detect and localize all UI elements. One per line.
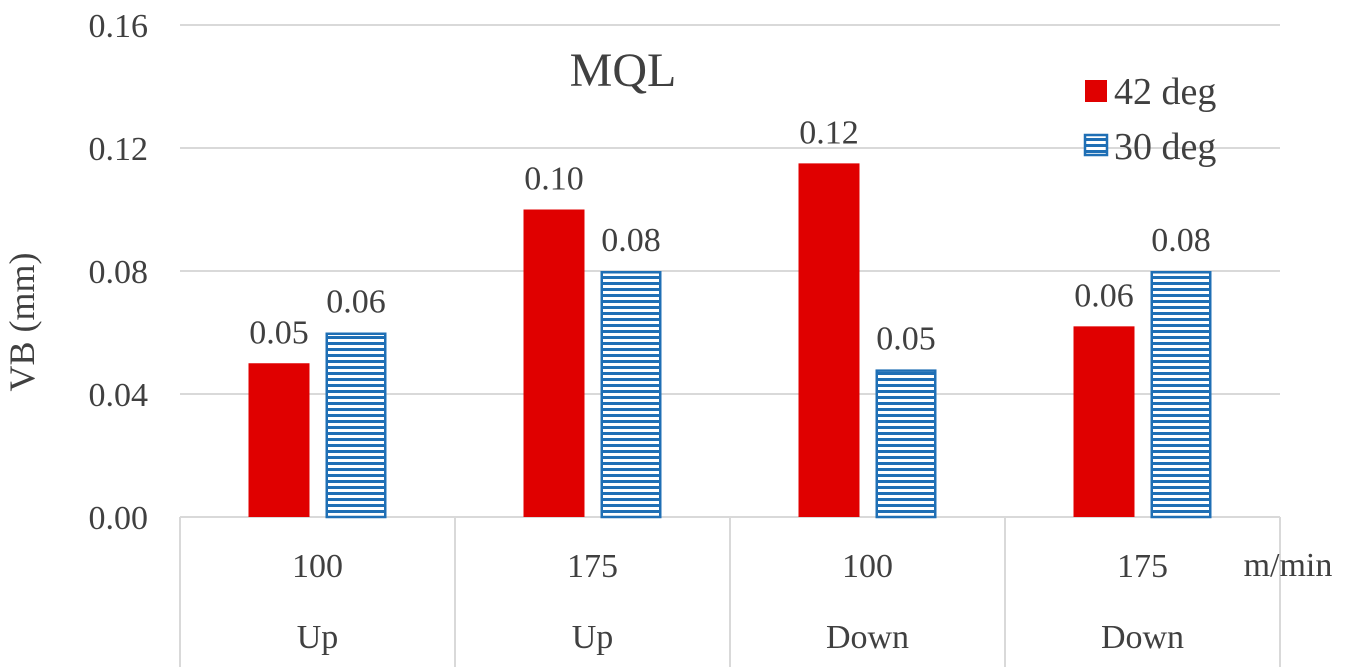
data-label: 0.05 (876, 320, 936, 357)
bars (248, 163, 1212, 519)
category-speed-label: 175 (1117, 548, 1168, 585)
bar-42-deg-0 (248, 363, 310, 517)
category-speed-label: 100 (842, 548, 893, 585)
chart-title: MQL (570, 44, 677, 97)
bar-30-deg-1 (600, 271, 662, 519)
y-tick-label: 0.16 (89, 8, 149, 45)
data-label: 0.06 (1074, 277, 1134, 314)
data-label: 0.08 (601, 222, 661, 259)
legend-label-30-deg: 30 deg (1114, 126, 1216, 168)
data-labels: 0.05 0.10 0.12 0.06 0.06 0.08 0.05 0.08 (249, 114, 1211, 357)
category-direction-label: Down (1101, 619, 1184, 656)
legend-swatch-42-deg (1085, 80, 1107, 102)
category-speed-label: 175 (567, 548, 618, 585)
data-label: 0.08 (1151, 222, 1211, 259)
bar-30-deg-2 (875, 369, 937, 519)
category-direction-label: Up (297, 619, 339, 656)
y-tick-label: 0.00 (89, 500, 149, 537)
y-axis-label: VB (mm) (2, 253, 42, 392)
legend: 42 deg 30 deg (1083, 71, 1216, 168)
category-direction-label: Up (572, 619, 614, 656)
y-axis-ticks: 0.00 0.04 0.08 0.12 0.16 (89, 8, 149, 537)
legend-swatch-30-deg (1083, 133, 1109, 157)
data-label: 0.12 (799, 114, 859, 151)
y-tick-label: 0.04 (89, 377, 149, 414)
bar-42-deg-2 (798, 163, 860, 517)
bar-42-deg-3 (1073, 326, 1135, 517)
legend-label-42-deg: 42 deg (1114, 71, 1216, 113)
bar-30-deg-3 (1150, 271, 1212, 519)
data-label: 0.05 (249, 314, 309, 351)
data-label: 0.06 (326, 284, 386, 321)
x-unit-label: m/min (1244, 547, 1333, 584)
bar-30-deg-0 (325, 332, 387, 519)
y-tick-label: 0.12 (89, 131, 149, 168)
category-labels: 100 Up 175 Up 100 Down 175 Down (292, 548, 1184, 656)
bar-42-deg-1 (523, 209, 585, 517)
data-label: 0.10 (524, 161, 584, 198)
category-direction-label: Down (826, 619, 909, 656)
category-speed-label: 100 (292, 548, 343, 585)
y-tick-label: 0.08 (89, 254, 149, 291)
